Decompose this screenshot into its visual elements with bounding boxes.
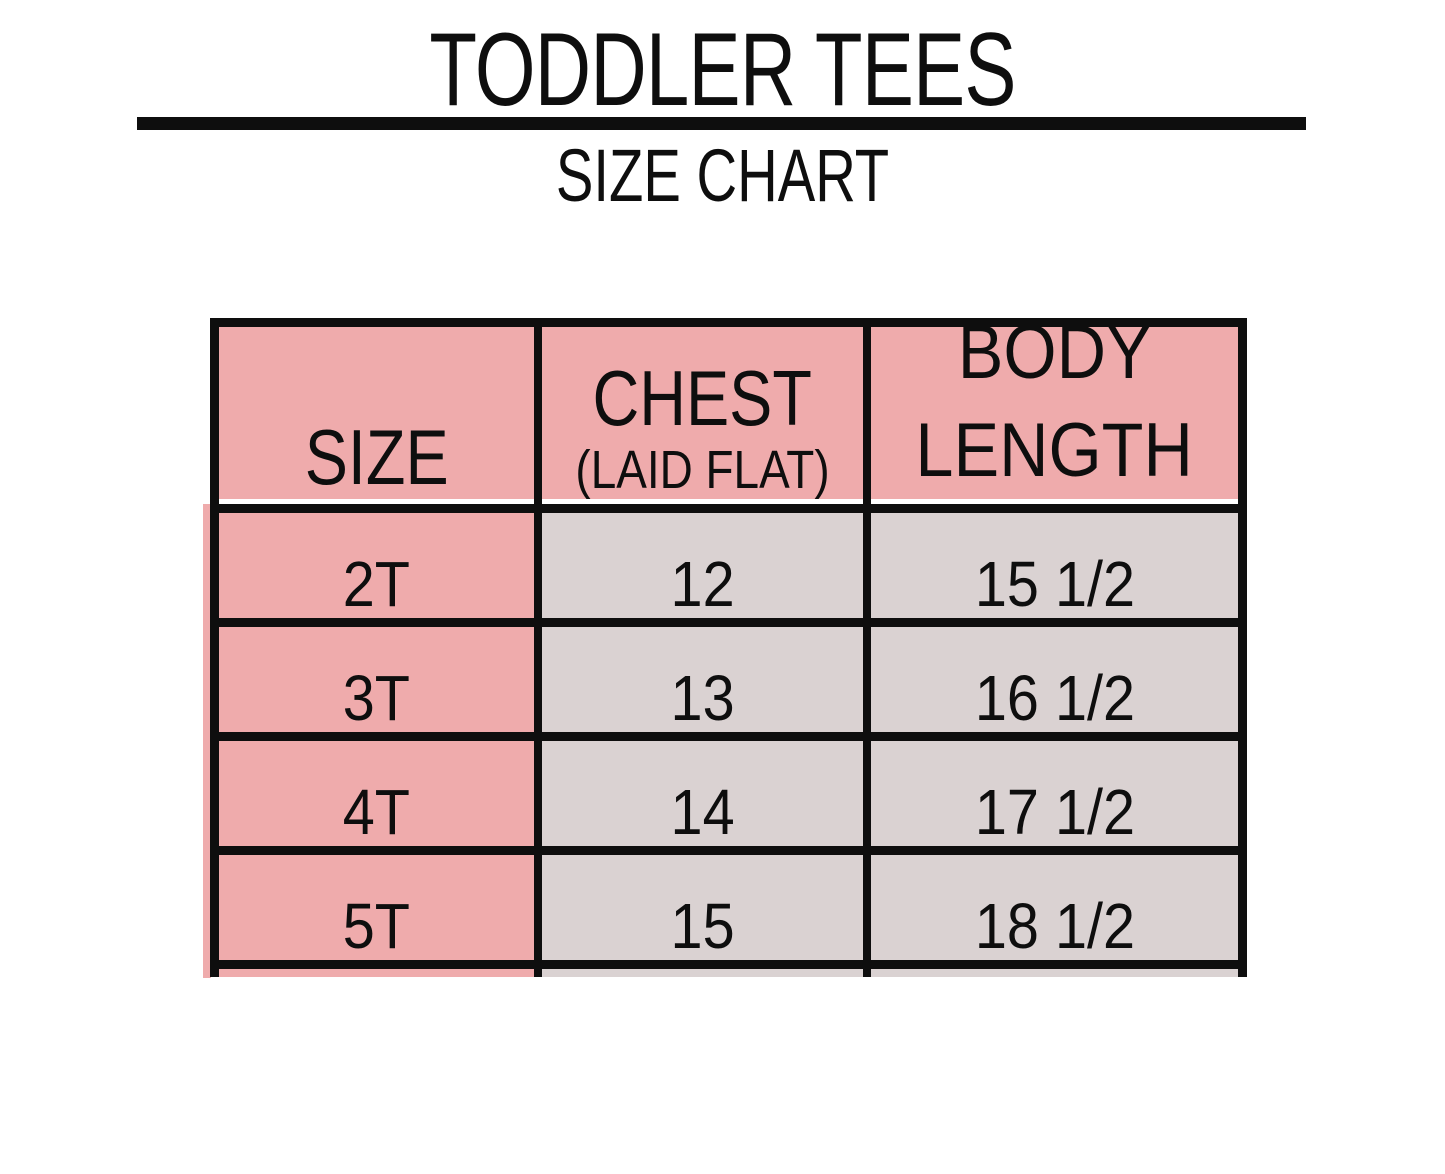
header-cell-size: SIZE bbox=[219, 327, 534, 504]
cell-row1-chest: 13 bbox=[542, 627, 863, 732]
value-row2-body-length: 17 1/2 bbox=[974, 776, 1135, 846]
header-label-size: SIZE bbox=[304, 413, 449, 501]
cell-row2-body-length: 17 1/2 bbox=[871, 741, 1238, 846]
size-chart-table: SIZE CHEST (LAID FLAT) BODY LENGTH 2T 12… bbox=[210, 318, 1247, 977]
header-label-chest: CHEST bbox=[592, 354, 813, 442]
value-row0-body-length: 15 1/2 bbox=[974, 548, 1135, 618]
value-row1-chest: 13 bbox=[670, 662, 735, 732]
value-row0-chest: 12 bbox=[670, 548, 735, 618]
cell-row1-size: 3T bbox=[219, 627, 534, 732]
page-title: TODDLER TEES bbox=[429, 12, 1016, 128]
value-row1-body-length: 16 1/2 bbox=[974, 662, 1135, 732]
value-row2-size: 4T bbox=[342, 776, 411, 846]
cell-row0-size: 2T bbox=[219, 513, 534, 618]
cropped-row-sliver-size bbox=[219, 969, 534, 977]
value-row1-size: 3T bbox=[342, 662, 411, 732]
value-row0-size: 2T bbox=[342, 548, 411, 618]
header-label-body: BODY bbox=[957, 327, 1152, 395]
cell-row0-chest: 12 bbox=[542, 513, 863, 618]
header-label-length: LENGTH bbox=[915, 408, 1194, 493]
cell-row2-chest: 14 bbox=[542, 741, 863, 846]
cell-row1-body-length: 16 1/2 bbox=[871, 627, 1238, 732]
value-row2-chest: 14 bbox=[670, 776, 735, 846]
cell-row2-size: 4T bbox=[219, 741, 534, 846]
cell-row3-chest: 15 bbox=[542, 855, 863, 960]
cropped-row-sliver-chest bbox=[542, 969, 863, 977]
header-cell-chest: CHEST (LAID FLAT) bbox=[542, 327, 863, 504]
title-underline bbox=[137, 117, 1306, 130]
cell-row3-size: 5T bbox=[219, 855, 534, 960]
cell-row3-body-length: 18 1/2 bbox=[871, 855, 1238, 960]
value-row3-body-length: 18 1/2 bbox=[974, 890, 1135, 960]
page-subtitle: SIZE CHART bbox=[555, 134, 890, 217]
value-row3-size: 5T bbox=[342, 890, 411, 960]
cropped-row-sliver-body-length bbox=[871, 969, 1238, 977]
left-pink-bleed-strip bbox=[203, 504, 211, 978]
value-row3-chest: 15 bbox=[670, 890, 735, 960]
header-cell-body-length: BODY LENGTH bbox=[871, 327, 1238, 504]
header-label-chest-note: (LAID FLAT) bbox=[575, 440, 830, 500]
cell-row0-body-length: 15 1/2 bbox=[871, 513, 1238, 618]
